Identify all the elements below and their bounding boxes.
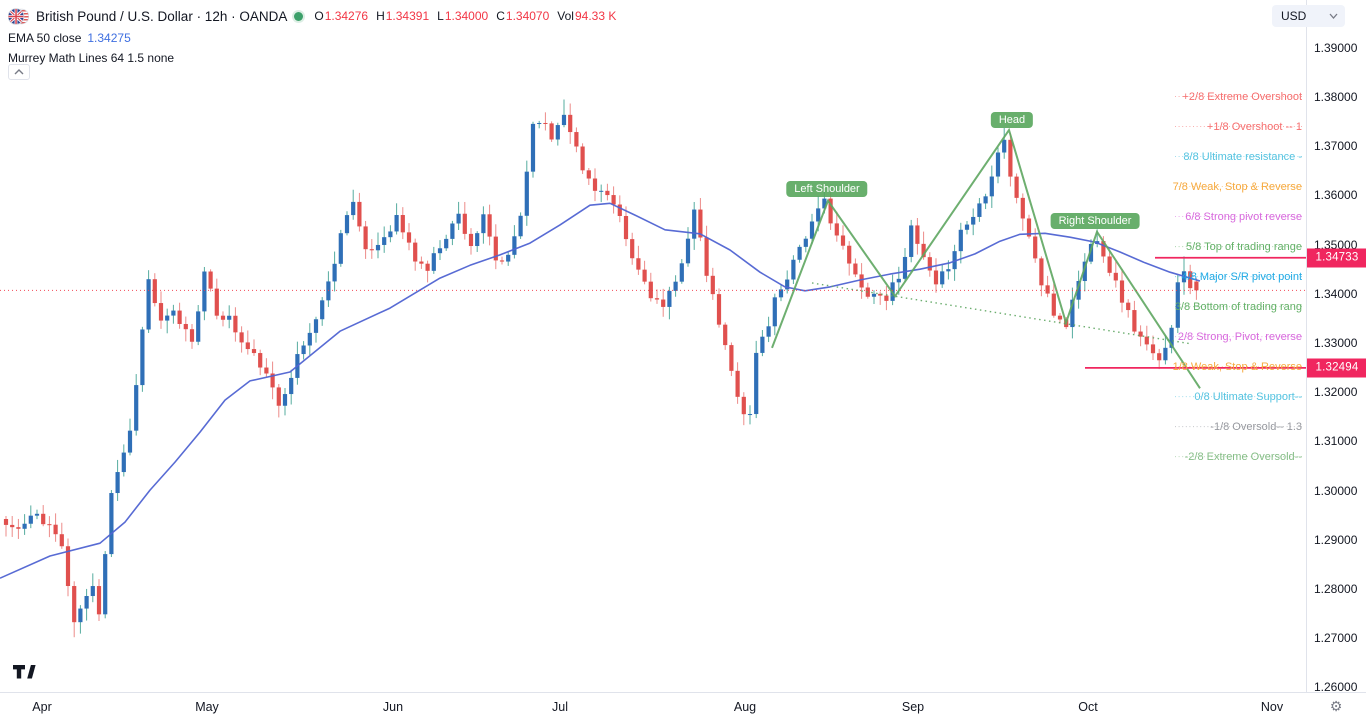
ohlc-pair: L 1.34000 [437, 9, 489, 23]
mml-indicator-label: Murrey Math Lines 64 1.5 none [8, 51, 175, 65]
price-tick: 1.37000 [1314, 139, 1358, 154]
time-axis-month-label: Jul [552, 700, 568, 714]
chevron-up-icon [14, 69, 24, 75]
tradingview-logo[interactable] [13, 665, 36, 684]
pattern-label[interactable]: Left Shoulder [786, 181, 868, 197]
price-axis[interactable]: 1.39000 1.38000 1.37000 1.36000 1.35000 1.340… [1306, 0, 1366, 695]
price-tick: 1.39000 [1314, 40, 1358, 55]
mml-indicator-row[interactable]: Murrey Math Lines 64 1.5 none [8, 51, 616, 67]
ohlc-pair: H 1.34391 [376, 9, 430, 23]
price-tick: 1.31000 [1314, 434, 1358, 449]
candlestick-series [3, 99, 1199, 638]
ohlc-pair: O 1.34276 [314, 9, 369, 23]
ohlc-values: O 1.34276 H 1.34391 L 1.34000 C 1.34070 Vol 94.33… [314, 9, 616, 23]
ohlc-pair: Vol 94.33 K [557, 9, 617, 23]
ema-indicator-label: EMA 50 close [8, 31, 82, 45]
symbol-title[interactable]: British Pound / U.S. Dollar · 12h · OAND… [36, 8, 288, 24]
murrey-level-lines [1175, 96, 1302, 458]
price-tick: 1.34000 [1314, 286, 1358, 301]
ohlc-pair: C 1.34070 [496, 9, 550, 23]
price-tick: 1.29000 [1314, 532, 1358, 547]
price-tick: 1.33000 [1314, 336, 1358, 350]
plot-area[interactable] [0, 96, 1306, 638]
price-tick: 1.36000 [1314, 188, 1358, 203]
time-axis[interactable]: Apr May Jun Jul Aug Sep Oct Nov [0, 692, 1366, 725]
axis-settings-gear-icon[interactable]: ⚙ [1329, 697, 1343, 714]
market-status-icon[interactable] [294, 11, 304, 21]
price-tick: 1.27000 [1314, 631, 1358, 646]
pattern-label[interactable]: Head [990, 112, 1034, 129]
price-line-badge[interactable]: 1.32494 [1307, 358, 1366, 378]
currency-value: USD [1281, 9, 1307, 23]
head-and-shoulders-zigzag[interactable] [771, 127, 1201, 389]
time-axis-month-label: Nov [1260, 700, 1284, 714]
collapse-indicators-button[interactable] [8, 64, 30, 80]
pattern-label[interactable]: Right Shoulder [1050, 213, 1140, 229]
ema-50-line[interactable] [0, 202, 1201, 579]
time-axis-month-label: Oct [1078, 700, 1098, 714]
currency-dropdown[interactable]: USD [1272, 5, 1345, 27]
time-axis-month-label: Jun [382, 700, 404, 714]
chevron-down-icon [1329, 13, 1338, 19]
price-tick: 1.38000 [1314, 90, 1358, 104]
legend-panel: British Pound / U.S. Dollar · 12h · OAND… [8, 6, 616, 80]
symbol-flag-icon [8, 7, 29, 26]
price-tick: 1.26000 [1314, 680, 1358, 695]
ema-indicator-row[interactable]: EMA 50 close 1.34275 [8, 31, 616, 47]
time-axis-month-label: Sep [901, 700, 925, 714]
price-line-badge[interactable]: 1.34733 [1307, 248, 1366, 268]
time-axis-month-label: Aug [733, 700, 757, 714]
time-axis-month-label: Apr [32, 700, 52, 714]
price-tick: 1.32000 [1314, 385, 1358, 400]
ema-value: 1.34275 [87, 31, 131, 45]
price-tick: 1.35000 [1314, 237, 1358, 252]
symbol-row: British Pound / U.S. Dollar · 12h · OAND… [8, 6, 616, 26]
neckline-trendline[interactable] [811, 282, 1193, 345]
price-tick: 1.30000 [1314, 483, 1358, 498]
time-axis-month-label: May [195, 700, 219, 714]
price-tick: 1.28000 [1314, 582, 1358, 596]
